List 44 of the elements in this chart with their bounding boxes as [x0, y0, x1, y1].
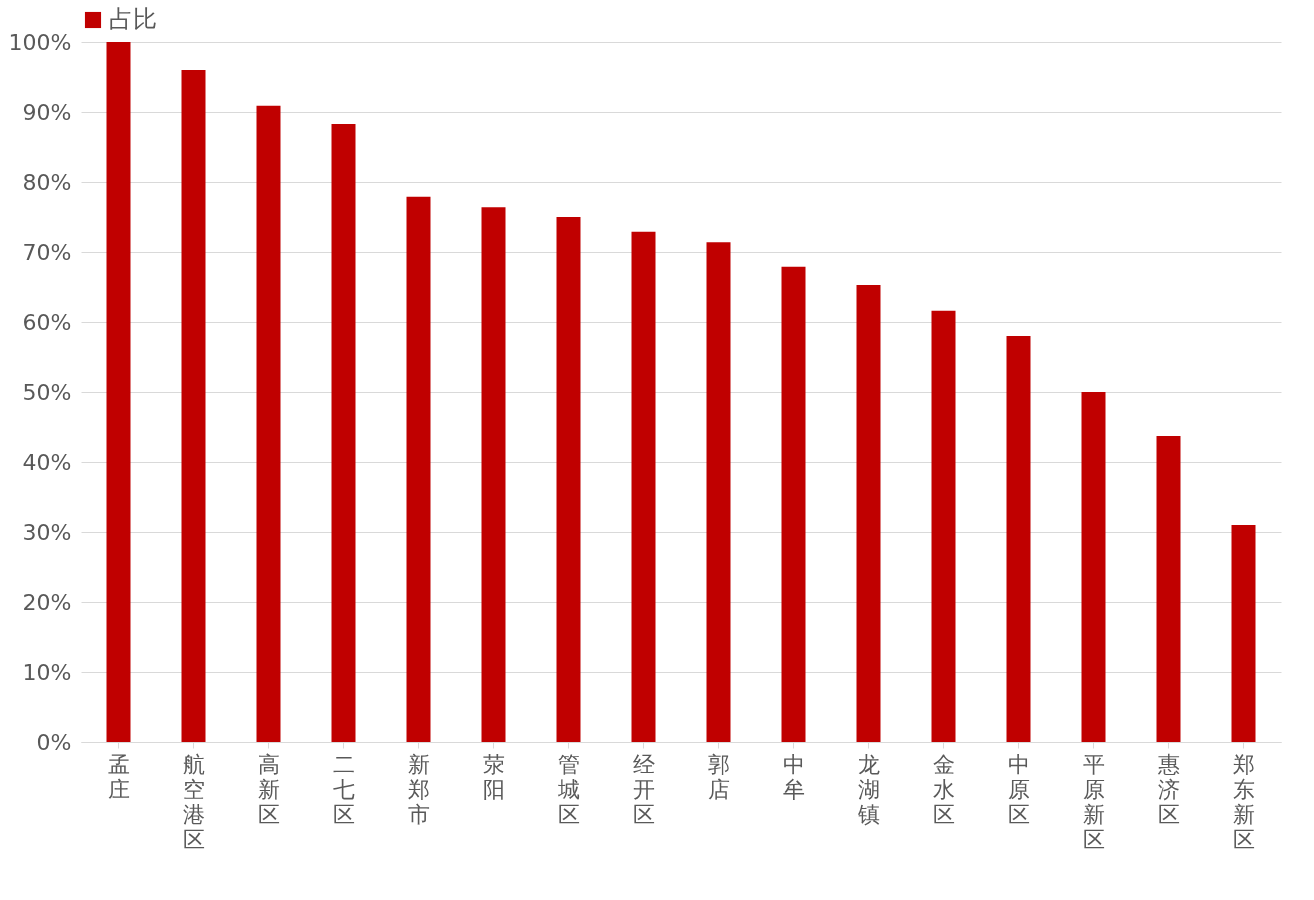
- bar: [1156, 436, 1181, 742]
- bar: [931, 310, 956, 742]
- x-tick-label: 平原新区: [1082, 751, 1105, 852]
- y-tick-label: 90%: [22, 99, 72, 125]
- y-tick-label: 70%: [22, 239, 72, 265]
- x-tick-label: 孟庄: [107, 751, 130, 802]
- x-tick-label: 龙湖镇: [856, 751, 880, 827]
- bar: [556, 217, 581, 742]
- y-tick-label: 40%: [22, 449, 72, 475]
- bar: [781, 266, 806, 742]
- bar: [1231, 525, 1256, 742]
- x-tick-label: 航空港区: [182, 751, 205, 852]
- bar: [706, 242, 731, 742]
- bar: [631, 231, 656, 742]
- bar: [1081, 392, 1106, 742]
- y-tick-label: 100%: [8, 29, 72, 55]
- y-tick-label: 50%: [22, 379, 72, 405]
- x-tick-label: 郑东新区: [1232, 751, 1255, 852]
- bar: [856, 284, 881, 742]
- x-tick-label: 荥阳: [482, 751, 505, 802]
- x-tick-label: 惠济区: [1156, 751, 1180, 827]
- bar: [106, 42, 131, 742]
- bar: [331, 123, 356, 742]
- bar: [481, 207, 506, 742]
- y-tick-label: 10%: [22, 659, 72, 685]
- x-tick-label: 经开区: [632, 751, 655, 827]
- bar: [406, 196, 431, 742]
- bar: [181, 70, 206, 742]
- bar: [256, 105, 281, 742]
- y-tick-label: 30%: [22, 519, 72, 545]
- x-tick-label: 二七区: [332, 751, 355, 827]
- y-tick-label: 0%: [36, 729, 72, 755]
- x-tick-label: 高新区: [257, 751, 280, 827]
- y-tick-label: 20%: [22, 589, 72, 615]
- x-tick-label: 中原区: [1007, 751, 1030, 827]
- x-tick-label: 管城区: [556, 751, 580, 827]
- y-tick-label: 60%: [22, 309, 72, 335]
- legend-label: 占比: [109, 5, 157, 33]
- x-tick-label: 郭店: [707, 751, 730, 802]
- y-tick-label: 80%: [22, 169, 72, 195]
- x-tick-label: 金水区: [932, 751, 955, 827]
- bar: [1006, 336, 1031, 742]
- x-tick-label: 新郑市: [407, 751, 430, 827]
- x-tick-label: 中牟: [782, 751, 805, 802]
